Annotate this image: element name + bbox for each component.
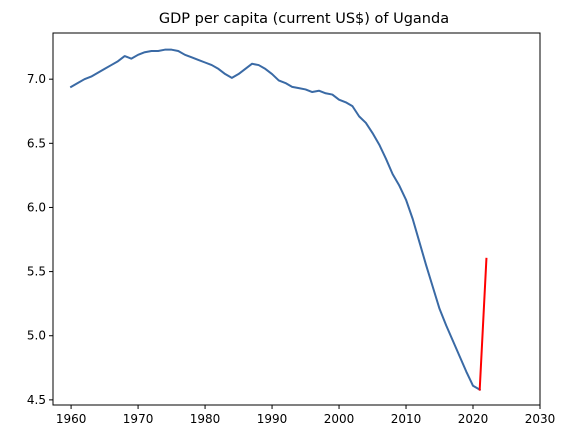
y-tick-label-7.0: 7.0 [27,72,46,86]
chart-title: GDP per capita (current US$) of Uganda [159,11,449,27]
x-tick-label-2000: 2000 [324,412,355,426]
x-tick-label-1990: 1990 [257,412,288,426]
series-layer [69,48,488,391]
x-tick-label-1980: 1980 [190,412,221,426]
y-tick-label-6.5: 6.5 [27,136,46,150]
y-tick-label-6.0: 6.0 [27,200,46,214]
x-tick-label-2010: 2010 [391,412,422,426]
x-tick-label-2030: 2030 [525,412,556,426]
y-tick-label-5.0: 5.0 [27,329,46,343]
x-tick-label-1970: 1970 [123,412,154,426]
x-tick-label-1960: 1960 [56,412,87,426]
series-line-2 [478,257,488,391]
plot-frame [52,32,541,406]
x-tick-label-2020: 2020 [458,412,489,426]
y-tick-label-4.5: 4.5 [27,393,46,407]
axes-layer: 1960 1970 1980 1990 2000 2010 2020 2030 4.5 5.0 5.… [27,32,556,426]
series-line-1 [69,48,482,391]
y-tick-label-5.5: 5.5 [27,265,46,279]
